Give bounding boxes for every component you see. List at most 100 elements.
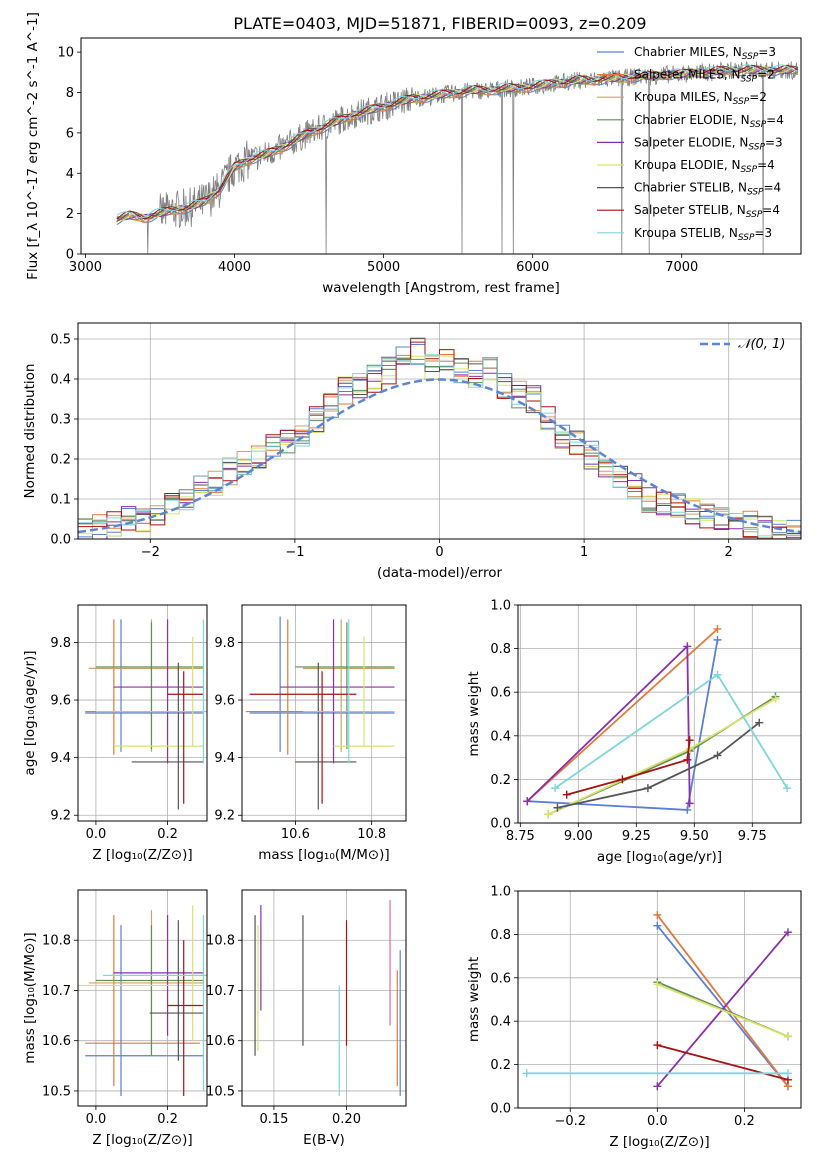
normal-legend-label: 𝒩(0, 1) [738,337,785,352]
axes-frame [241,604,407,822]
model-line-kroupa-stelib [116,64,799,219]
hist-chabrier-stelib [78,337,801,536]
legend-count: =4 [766,113,784,127]
panel-spectrum: 3000 4000 5000 6000 7000 0 2 4 6 8 10 wavelength [A… [25,12,802,296]
legend-entry: Kroupa STELIB, NSSP=3 [634,226,772,243]
legend-name: Salpeter ELODIE, N [634,135,748,149]
axes-frame [517,890,802,1109]
axes-frame [77,322,802,540]
y-tick-label: 0.8 [490,928,511,943]
y-tick-label: 0.6 [490,686,511,701]
legend-entry: Kroupa MILES, NSSP=2 [634,90,767,107]
legend-name: Kroupa MILES, N [634,90,733,104]
legend-name: Chabrier STELIB, N [634,181,747,195]
x-tick-label: 9.00 [564,829,593,844]
x-tick-label: 0.20 [332,1112,361,1127]
y-tick-label: 0 [66,248,74,263]
panel-mass-age: 10.6 10.8 9.2 9.4 9.6 9.8 mass [log₁₀(M/M⊙)] [214,604,407,863]
y-tick-label: 0.8 [490,642,511,657]
legend-name: Chabrier ELODIE, N [634,113,750,127]
y-tick-label: 0.0 [490,1102,511,1117]
axes-frame [77,604,208,822]
x-tick-label: 0.0 [86,1112,107,1127]
y-tick-label: 0.4 [50,373,71,388]
weight-point [653,1041,662,1050]
weight-point [783,928,792,937]
legend-name: Chabrier MILES, N [634,45,742,59]
panel-residuals: −2 −1 0 1 2 0.0 0.1 0.2 0.3 0.4 0.5 (data-model)/er… [22,322,802,581]
y-tick-label: 0.3 [50,413,71,428]
y-tick-label: 10.6 [42,1034,71,1049]
legend-name: Kroupa ELODIE, N [634,158,741,172]
weight-line-kroupa-elodie [547,697,776,816]
x-tick-label: 0 [435,545,443,560]
x-axis-label: Z [log₁₀(Z/Z⊙)] [92,847,192,863]
weight-point [562,790,571,799]
legend-subscript: SSP [750,120,767,130]
legend-count: =3 [765,135,783,149]
legend-subscript: SSP [741,165,758,175]
weight-line-salpeter-miles [656,914,789,1087]
x-tick-label: 0.2 [157,1112,178,1127]
y-tick-label: 0.0 [490,817,511,832]
y-tick-label: 0.2 [490,773,511,788]
x-axis-label: wavelength [Angstrom, rest frame] [322,280,560,296]
weight-point [618,775,627,784]
y-tick-label: 0.6 [490,971,511,986]
weight-point [783,1069,792,1078]
legend-subscript: SSP [738,233,755,243]
legend-count: =4 [762,203,780,217]
y-tick-label: 9.8 [50,636,71,651]
weight-point [653,1082,662,1091]
y-tick-label: 0.0 [50,533,71,548]
weight-point [713,751,722,760]
legend-subscript: SSP [741,75,758,85]
y-axis-label: age [log₁₀(age/yr)] [22,650,38,775]
x-tick-label: 9.25 [622,829,651,844]
weight-point [523,797,532,806]
legend-entry: Chabrier MILES, NSSP=3 [634,45,776,62]
axes-frame [517,604,802,824]
model-line-kroupa-elodie [116,66,798,222]
plot-area [522,910,792,1091]
weight-line-kroupa-elodie [656,983,789,1038]
plot-area [78,905,207,1096]
plot-area [85,619,207,810]
y-tick-label: 10.6 [206,1034,235,1049]
y-tick-label: 1.0 [490,599,511,614]
weight-point [755,718,764,727]
weight-line-salpeter-elodie [656,931,789,1087]
y-tick-label: 0.1 [50,493,71,508]
legend-subscript: SSP [746,210,763,220]
y-tick-label: 0.2 [490,1058,511,1073]
weight-point [771,694,780,703]
y-tick-label: 10.8 [42,934,71,949]
weight-point [685,799,694,808]
legend-count: =3 [758,45,776,59]
legend-name: Kroupa STELIB, N [634,226,738,240]
legend-count: =4 [764,181,782,195]
weight-line-salpeter-stelib [566,740,691,796]
y-tick-label: 1.0 [490,885,511,900]
model-line-salpeter-elodie [116,66,799,221]
y-tick-label: 4 [66,167,74,182]
weight-point [551,784,560,793]
weight-point [683,642,692,651]
legend-entry: Salpeter ELODIE, NSSP=3 [634,135,783,152]
weight-point [553,803,562,812]
panel-z-age: 0.0 0.2 9.2 9.4 9.6 9.8 Z [log₁₀(Z/Z⊙)] age [lo… [22,604,208,863]
weight-point [783,1032,792,1041]
x-tick-label: −0.2 [554,1114,586,1129]
y-tick-label: 10.8 [206,934,235,949]
legend-subscript: SSP [747,188,764,198]
weight-point [653,910,662,919]
x-axis-label: (data-model)/error [377,565,503,581]
x-tick-label: 0.0 [647,1114,668,1129]
y-tick-label: 6 [66,126,74,141]
y-tick-label: 9.2 [214,809,235,824]
legend-count: =2 [749,90,767,104]
plot-area [245,616,395,810]
legend-count: =2 [757,68,775,82]
